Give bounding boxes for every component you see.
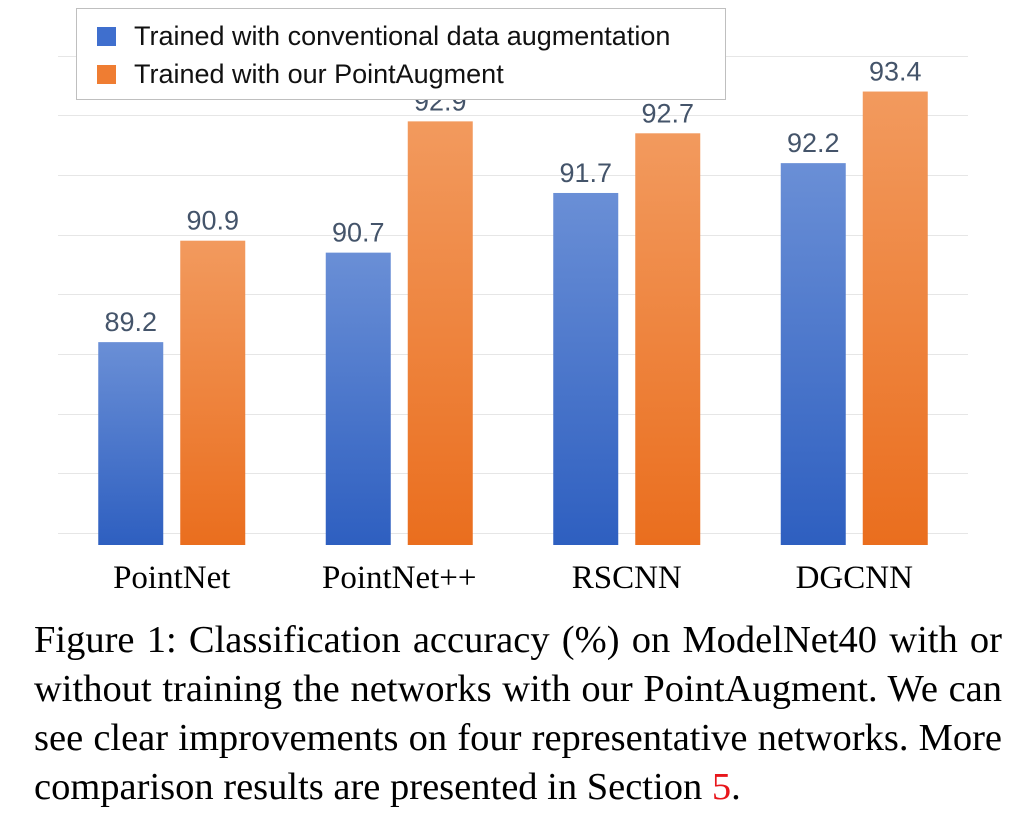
legend-swatch-pointaugment	[97, 64, 116, 84]
chart-legend: Trained with conventional data augmentat…	[76, 8, 726, 100]
data-label-rscnn-conventional: 91.7	[559, 158, 612, 188]
data-label-dgcnn-conventional: 92.2	[787, 128, 840, 158]
x-tick-label-pointnet: PointNet	[113, 560, 230, 596]
bar-rscnn-pointaugment	[635, 133, 701, 546]
data-labels: 89.290.9 90.792.991.792.792.293.4	[104, 57, 921, 338]
data-label-pointnet-pointaugment: 90.9	[186, 206, 239, 236]
data-label-pointnet-conventional: 89.2	[104, 307, 157, 337]
data-label-pointnetplusplus-conventional: 90.7	[332, 218, 385, 248]
legend-label-pointaugment: Trained with our PointAugment	[134, 58, 504, 89]
bar-pointnet-pointaugment	[180, 240, 246, 545]
x-tick-labels: PointNet PointNet++ RSCNN DGCNN	[113, 560, 913, 596]
x-tick-label-rscnn: RSCNN	[572, 560, 682, 596]
figure-caption: Figure 1: Classification accuracy (%) on…	[34, 616, 1002, 812]
bar-dgcnn-conventional	[780, 163, 846, 545]
x-tick-label-dgcnn: DGCNN	[796, 560, 914, 596]
chart-area: 89.2 90.9 90.7 92.9 91.7 92.7 92.2 93.4 PointNe…	[58, 8, 968, 596]
bar-pointnetplusplus-pointaugment	[407, 121, 473, 545]
legend-item-conventional: Trained with conventional data augmentat…	[97, 19, 670, 53]
caption-text: Figure 1: Classification accuracy (%) on…	[34, 619, 1002, 808]
data-label-rscnn-pointaugment: 92.7	[641, 98, 694, 128]
legend-swatch-conventional	[97, 26, 116, 46]
section-reference-link[interactable]: 5	[711, 766, 732, 808]
x-tick-label-pointnetplusplus: PointNet++	[322, 560, 477, 596]
bar-pointnetplusplus-conventional	[325, 252, 391, 545]
legend-label-conventional: Trained with conventional data augmentat…	[134, 20, 671, 51]
legend-item-pointaugment: Trained with our PointAugment	[97, 57, 504, 91]
caption-end: .	[731, 766, 741, 808]
bars	[98, 91, 928, 546]
data-label-dgcnn-pointaugment: 93.4	[869, 57, 922, 87]
bar-pointnet-conventional	[98, 342, 164, 545]
bar-dgcnn-pointaugment	[862, 91, 928, 546]
bar-rscnn-conventional	[553, 192, 619, 545]
bar-chart: 89.290.9 90.792.991.792.792.293.4 PointNe…	[58, 56, 968, 596]
